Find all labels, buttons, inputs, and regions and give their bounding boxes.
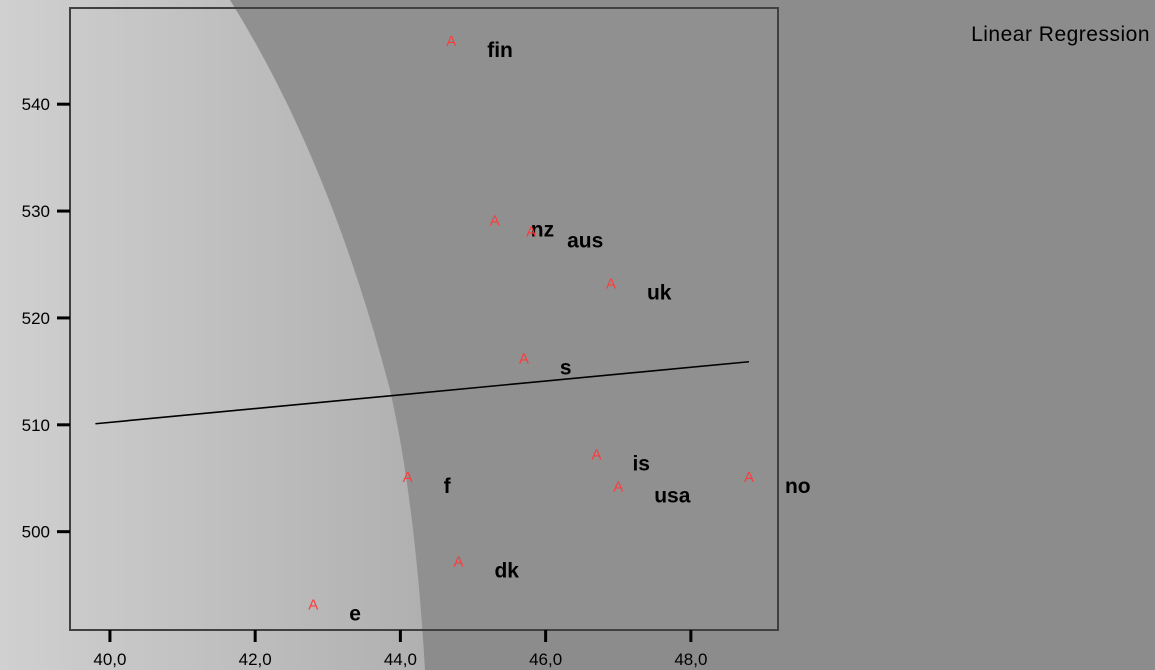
legend-label: Linear Regression [971,23,1150,46]
point-label: aus [567,229,603,252]
point-label: nz [531,219,554,242]
x-tick-label: 42,0 [239,650,272,669]
point-label: fin [487,39,513,62]
point-marker: A [613,479,623,496]
y-tick-label: 540 [22,95,50,114]
x-tick-label: 46,0 [529,650,562,669]
point-marker: A [446,33,456,50]
point-label: is [632,453,650,476]
regression-line-group [95,360,750,425]
point-label: e [349,602,361,625]
x-tick-label: 44,0 [384,650,417,669]
point-label: usa [654,485,691,508]
x-tick-label: 40,0 [93,650,126,669]
point-marker: A [519,350,529,367]
point-label: s [560,356,572,379]
point-marker: A [453,554,463,571]
point-label: no [785,475,811,498]
point-marker: A [526,223,536,240]
point-marker: A [744,469,754,486]
y-tick-label: 510 [22,416,50,435]
point-label: uk [647,282,672,305]
light-gradient-region [0,0,425,670]
point-marker: A [308,596,318,613]
regression-line [95,360,750,425]
x-tick-label: 48,0 [674,650,707,669]
point-marker: A [403,469,413,486]
y-tick-label: 530 [22,202,50,221]
y-tick-label: 500 [22,523,50,542]
point-label: dk [494,560,519,583]
point-marker: A [490,213,500,230]
y-tick-label: 520 [22,309,50,328]
point-marker: A [606,276,616,293]
plot-background [0,0,779,670]
point-label: f [444,475,452,498]
axes: 500 510 520 530 540 40,0 42,0 44,0 46,0 48,0 [22,95,708,669]
point-marker: A [591,447,601,464]
